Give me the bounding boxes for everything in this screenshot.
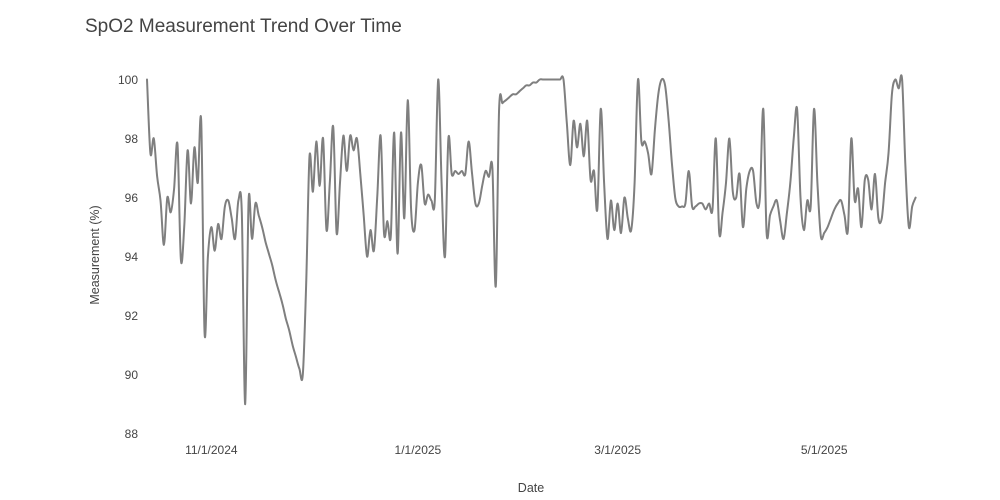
x-tick-label: 11/1/2024	[185, 443, 238, 457]
y-tick-label: 88	[124, 426, 138, 441]
x-tick-label: 5/1/2025	[800, 443, 848, 457]
x-tick-label: 3/1/2025	[594, 443, 641, 457]
chart-title: SpO2 Measurement Trend Over Time	[85, 16, 402, 37]
y-tick-label: 94	[124, 249, 138, 264]
y-tick-label: 92	[124, 308, 138, 323]
y-tick-label: 98	[124, 131, 138, 146]
y-axis-title: Measurement (%)	[88, 205, 102, 305]
y-tick-label: 90	[124, 367, 138, 382]
y-tick-label: 100	[117, 72, 138, 87]
x-tick-label: 1/1/2025	[394, 443, 442, 457]
y-tick-label: 96	[124, 190, 138, 205]
spo2-line-series[interactable]	[146, 74, 917, 406]
x-axis-title: Date	[517, 481, 545, 495]
